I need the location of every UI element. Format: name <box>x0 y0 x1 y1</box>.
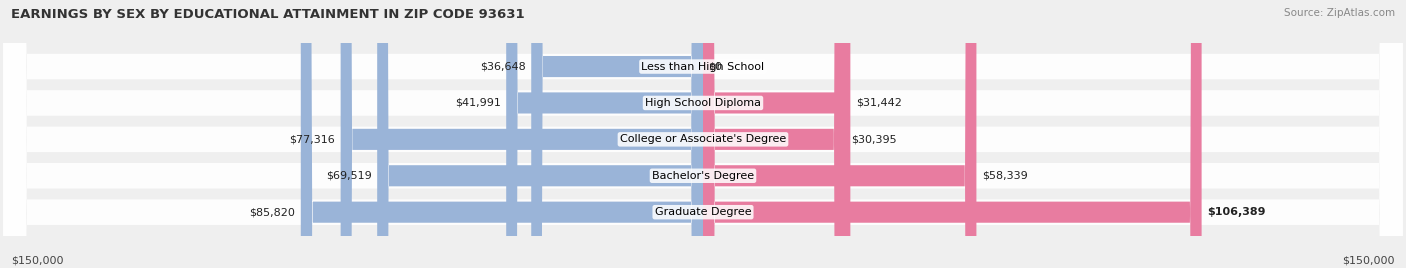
FancyBboxPatch shape <box>4 0 1402 268</box>
FancyBboxPatch shape <box>506 0 703 268</box>
FancyBboxPatch shape <box>703 0 1202 268</box>
FancyBboxPatch shape <box>4 0 1402 268</box>
Text: $31,442: $31,442 <box>856 98 901 108</box>
Text: $36,648: $36,648 <box>479 62 526 72</box>
FancyBboxPatch shape <box>340 0 703 268</box>
FancyBboxPatch shape <box>703 0 976 268</box>
Text: $77,316: $77,316 <box>290 134 335 144</box>
Text: $150,000: $150,000 <box>1343 255 1395 265</box>
Text: $150,000: $150,000 <box>11 255 63 265</box>
FancyBboxPatch shape <box>377 0 703 268</box>
Text: High School Diploma: High School Diploma <box>645 98 761 108</box>
Text: $85,820: $85,820 <box>249 207 295 217</box>
Text: $106,389: $106,389 <box>1208 207 1265 217</box>
Text: Less than High School: Less than High School <box>641 62 765 72</box>
FancyBboxPatch shape <box>4 0 1402 268</box>
Text: Graduate Degree: Graduate Degree <box>655 207 751 217</box>
Legend: Male, Female: Male, Female <box>643 265 763 268</box>
Text: $69,519: $69,519 <box>326 171 371 181</box>
FancyBboxPatch shape <box>703 0 851 268</box>
FancyBboxPatch shape <box>531 0 703 268</box>
Text: College or Associate's Degree: College or Associate's Degree <box>620 134 786 144</box>
Text: $41,991: $41,991 <box>454 98 501 108</box>
Text: $0: $0 <box>709 62 723 72</box>
FancyBboxPatch shape <box>4 0 1402 268</box>
Text: $30,395: $30,395 <box>851 134 897 144</box>
Text: EARNINGS BY SEX BY EDUCATIONAL ATTAINMENT IN ZIP CODE 93631: EARNINGS BY SEX BY EDUCATIONAL ATTAINMEN… <box>11 8 524 21</box>
FancyBboxPatch shape <box>703 0 845 268</box>
Text: $58,339: $58,339 <box>981 171 1028 181</box>
Text: Source: ZipAtlas.com: Source: ZipAtlas.com <box>1284 8 1395 18</box>
FancyBboxPatch shape <box>301 0 703 268</box>
Text: Bachelor's Degree: Bachelor's Degree <box>652 171 754 181</box>
FancyBboxPatch shape <box>4 0 1402 268</box>
